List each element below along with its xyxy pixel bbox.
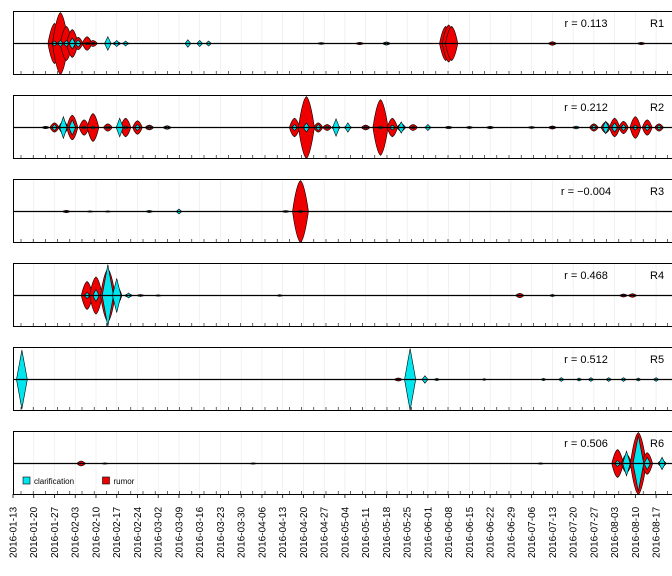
panel-r3: r = −0.004 R3 [13,179,672,243]
panel-label: R3 [650,186,664,198]
panel-r1: r = 0.113 R1 [13,11,672,75]
x-tick-label: 2016-05-11 [361,507,372,558]
x-tick-label: 2016-03-23 [216,506,227,558]
x-tick-label: 2016-06-01 [423,506,434,558]
legend-label: rumor [114,477,135,486]
x-tick-label: 2016-01-20 [29,506,40,558]
panel-label: R5 [650,354,664,366]
panel-label: R6 [650,438,664,450]
correlation-label: r = 0.506 [564,438,608,450]
x-tick-label: 2016-06-22 [486,506,497,558]
x-tick-label: 2016-05-25 [403,506,414,558]
legend: clarification rumor [23,477,135,486]
panel-label: R4 [650,270,664,282]
x-tick-label: 2016-04-13 [278,506,289,558]
x-tick-label: 2016-02-10 [91,506,102,558]
panel-r6: r = 0.506 R6 [13,431,672,495]
x-tick-label: 2016-02-03 [71,506,82,558]
panel-label: R2 [650,102,664,114]
x-tick-label: 2016-08-03 [610,506,621,558]
x-tick-label: 2016-04-20 [299,506,310,558]
panel-grid [13,179,656,242]
x-tick-label: 2016-07-06 [527,506,538,558]
legend-swatch [103,477,110,484]
x-tick-label: 2016-03-30 [237,506,248,558]
x-tick-label: 2016-01-27 [50,506,61,558]
panel-r5: r = 0.512 R5 [13,347,672,411]
correlation-label: r = 0.212 [564,102,608,114]
x-tick-label: 2016-01-13 [9,506,20,558]
x-tick-label: 2016-07-20 [569,506,580,558]
x-tick-label: 2016-03-16 [195,506,206,558]
panel-label: R1 [650,18,664,30]
x-tick-label: 2016-06-15 [465,506,476,558]
legend-label: clarification [34,477,74,486]
correlation-label: r = 0.512 [564,354,608,366]
panel-r2: r = 0.212 R2 [13,95,672,159]
x-tick-label: 2016-06-29 [506,506,517,558]
correlation-label: r = 0.113 [565,18,608,30]
x-tick-label: 2016-05-04 [340,506,351,558]
x-tick-label: 2016-03-09 [174,506,185,558]
x-tick-label: 2016-02-17 [112,506,123,558]
correlation-label: r = 0.468 [564,270,608,282]
x-tick-label: 2016-07-13 [548,506,559,558]
x-tick-label: 2016-04-06 [257,506,268,558]
x-tick-label: 2016-08-10 [631,506,642,558]
x-tick-label: 2016-04-27 [320,506,331,558]
x-tick-label: 2016-05-18 [382,506,393,558]
x-axis: 2016-01-13 2016-01-20 2016-01-27 2016-02-03… [9,494,663,558]
x-tick-label: 2016-06-08 [444,506,455,558]
correlation-label: r = −0.004 [561,186,611,198]
x-tick-label: 2016-02-24 [133,506,144,558]
x-tick-label: 2016-07-27 [589,506,600,558]
legend-swatch [23,477,30,484]
panel-r4: r = 0.468 R4 [13,263,672,327]
panel-grid [13,431,656,494]
x-tick-label: 2016-08-17 [652,506,663,558]
x-tick-label: 2016-03-02 [154,506,165,558]
